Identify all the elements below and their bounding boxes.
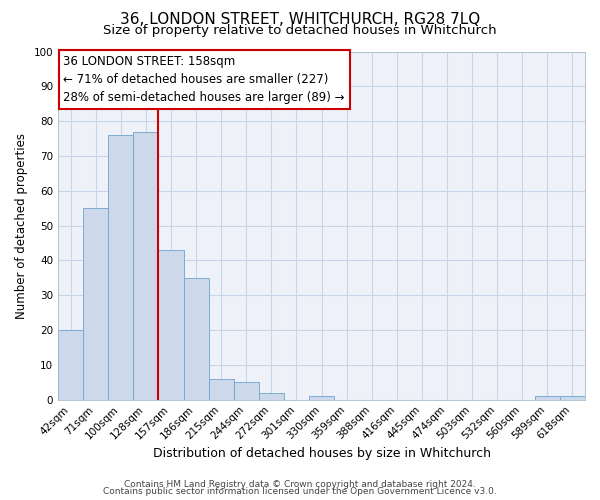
Y-axis label: Number of detached properties: Number of detached properties [15, 132, 28, 318]
Bar [535, 396, 560, 400]
Bar [133, 132, 158, 400]
Bar [108, 135, 133, 400]
Text: 36, LONDON STREET, WHITCHURCH, RG28 7LQ: 36, LONDON STREET, WHITCHURCH, RG28 7LQ [120, 12, 480, 28]
Text: Contains public sector information licensed under the Open Government Licence v3: Contains public sector information licen… [103, 487, 497, 496]
Text: 36 LONDON STREET: 158sqm
← 71% of detached houses are smaller (227)
28% of semi-: 36 LONDON STREET: 158sqm ← 71% of detach… [64, 55, 345, 104]
Bar [233, 382, 259, 400]
Bar [184, 278, 209, 400]
Bar [309, 396, 334, 400]
Bar [83, 208, 108, 400]
Bar [259, 393, 284, 400]
Bar [58, 330, 83, 400]
Bar [158, 250, 184, 400]
Bar [209, 379, 233, 400]
X-axis label: Distribution of detached houses by size in Whitchurch: Distribution of detached houses by size … [152, 447, 491, 460]
Bar [560, 396, 585, 400]
Text: Contains HM Land Registry data © Crown copyright and database right 2024.: Contains HM Land Registry data © Crown c… [124, 480, 476, 489]
Text: Size of property relative to detached houses in Whitchurch: Size of property relative to detached ho… [103, 24, 497, 37]
